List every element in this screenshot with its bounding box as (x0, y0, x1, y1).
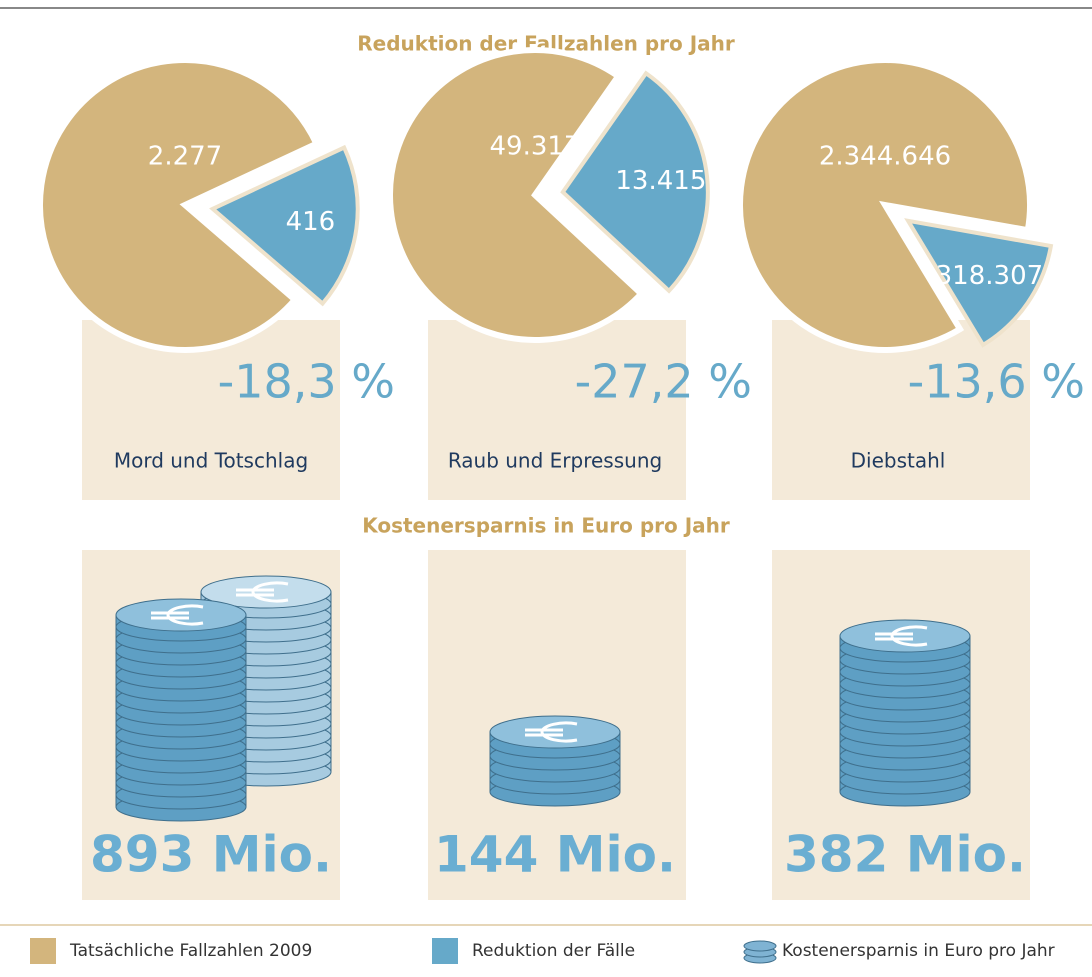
legend-coin (744, 941, 776, 951)
percent-change: -18,3 % (218, 355, 395, 409)
category-label: Mord und Totschlag (114, 449, 308, 473)
page: Reduktion der Fallzahlen pro Jahr Kosten… (0, 0, 1092, 977)
legend-icon (744, 941, 776, 963)
legend-swatch (432, 938, 458, 964)
legend-label: Kostenersparnis in Euro pro Jahr (782, 941, 1055, 961)
category-label: Diebstahl (851, 449, 946, 473)
slice-label: 13.415 (615, 166, 706, 196)
savings-value: 382 Mio. (784, 826, 1026, 884)
panel (428, 320, 686, 500)
savings-value: 144 Mio. (434, 826, 676, 884)
legend-label: Tatsächliche Fallzahlen 2009 (69, 941, 312, 961)
slice-label: 2.344.646 (819, 142, 951, 172)
legend-label: Reduktion der Fälle (472, 941, 635, 961)
coin-top (490, 716, 620, 748)
percent-change: -27,2 % (575, 355, 752, 409)
slice-label: 49.317 (490, 132, 581, 162)
percent-change: -13,6 % (908, 355, 1085, 409)
section-title: Kostenersparnis in Euro pro Jahr (362, 514, 730, 538)
slice-label: 2.277 (148, 142, 222, 172)
slice-label: 318.307 (936, 261, 1044, 291)
slice-label: 416 (286, 207, 336, 237)
legend-swatch (30, 938, 56, 964)
coin-stack (490, 716, 620, 806)
category-label: Raub und Erpressung (448, 449, 662, 473)
savings-value: 893 Mio. (90, 826, 332, 884)
coin-top (840, 620, 970, 652)
coin-stack (116, 576, 331, 821)
infographic: Reduktion der Fallzahlen pro Jahr Kosten… (0, 0, 1092, 977)
coin-top (116, 599, 246, 631)
coin-stack (840, 620, 970, 806)
